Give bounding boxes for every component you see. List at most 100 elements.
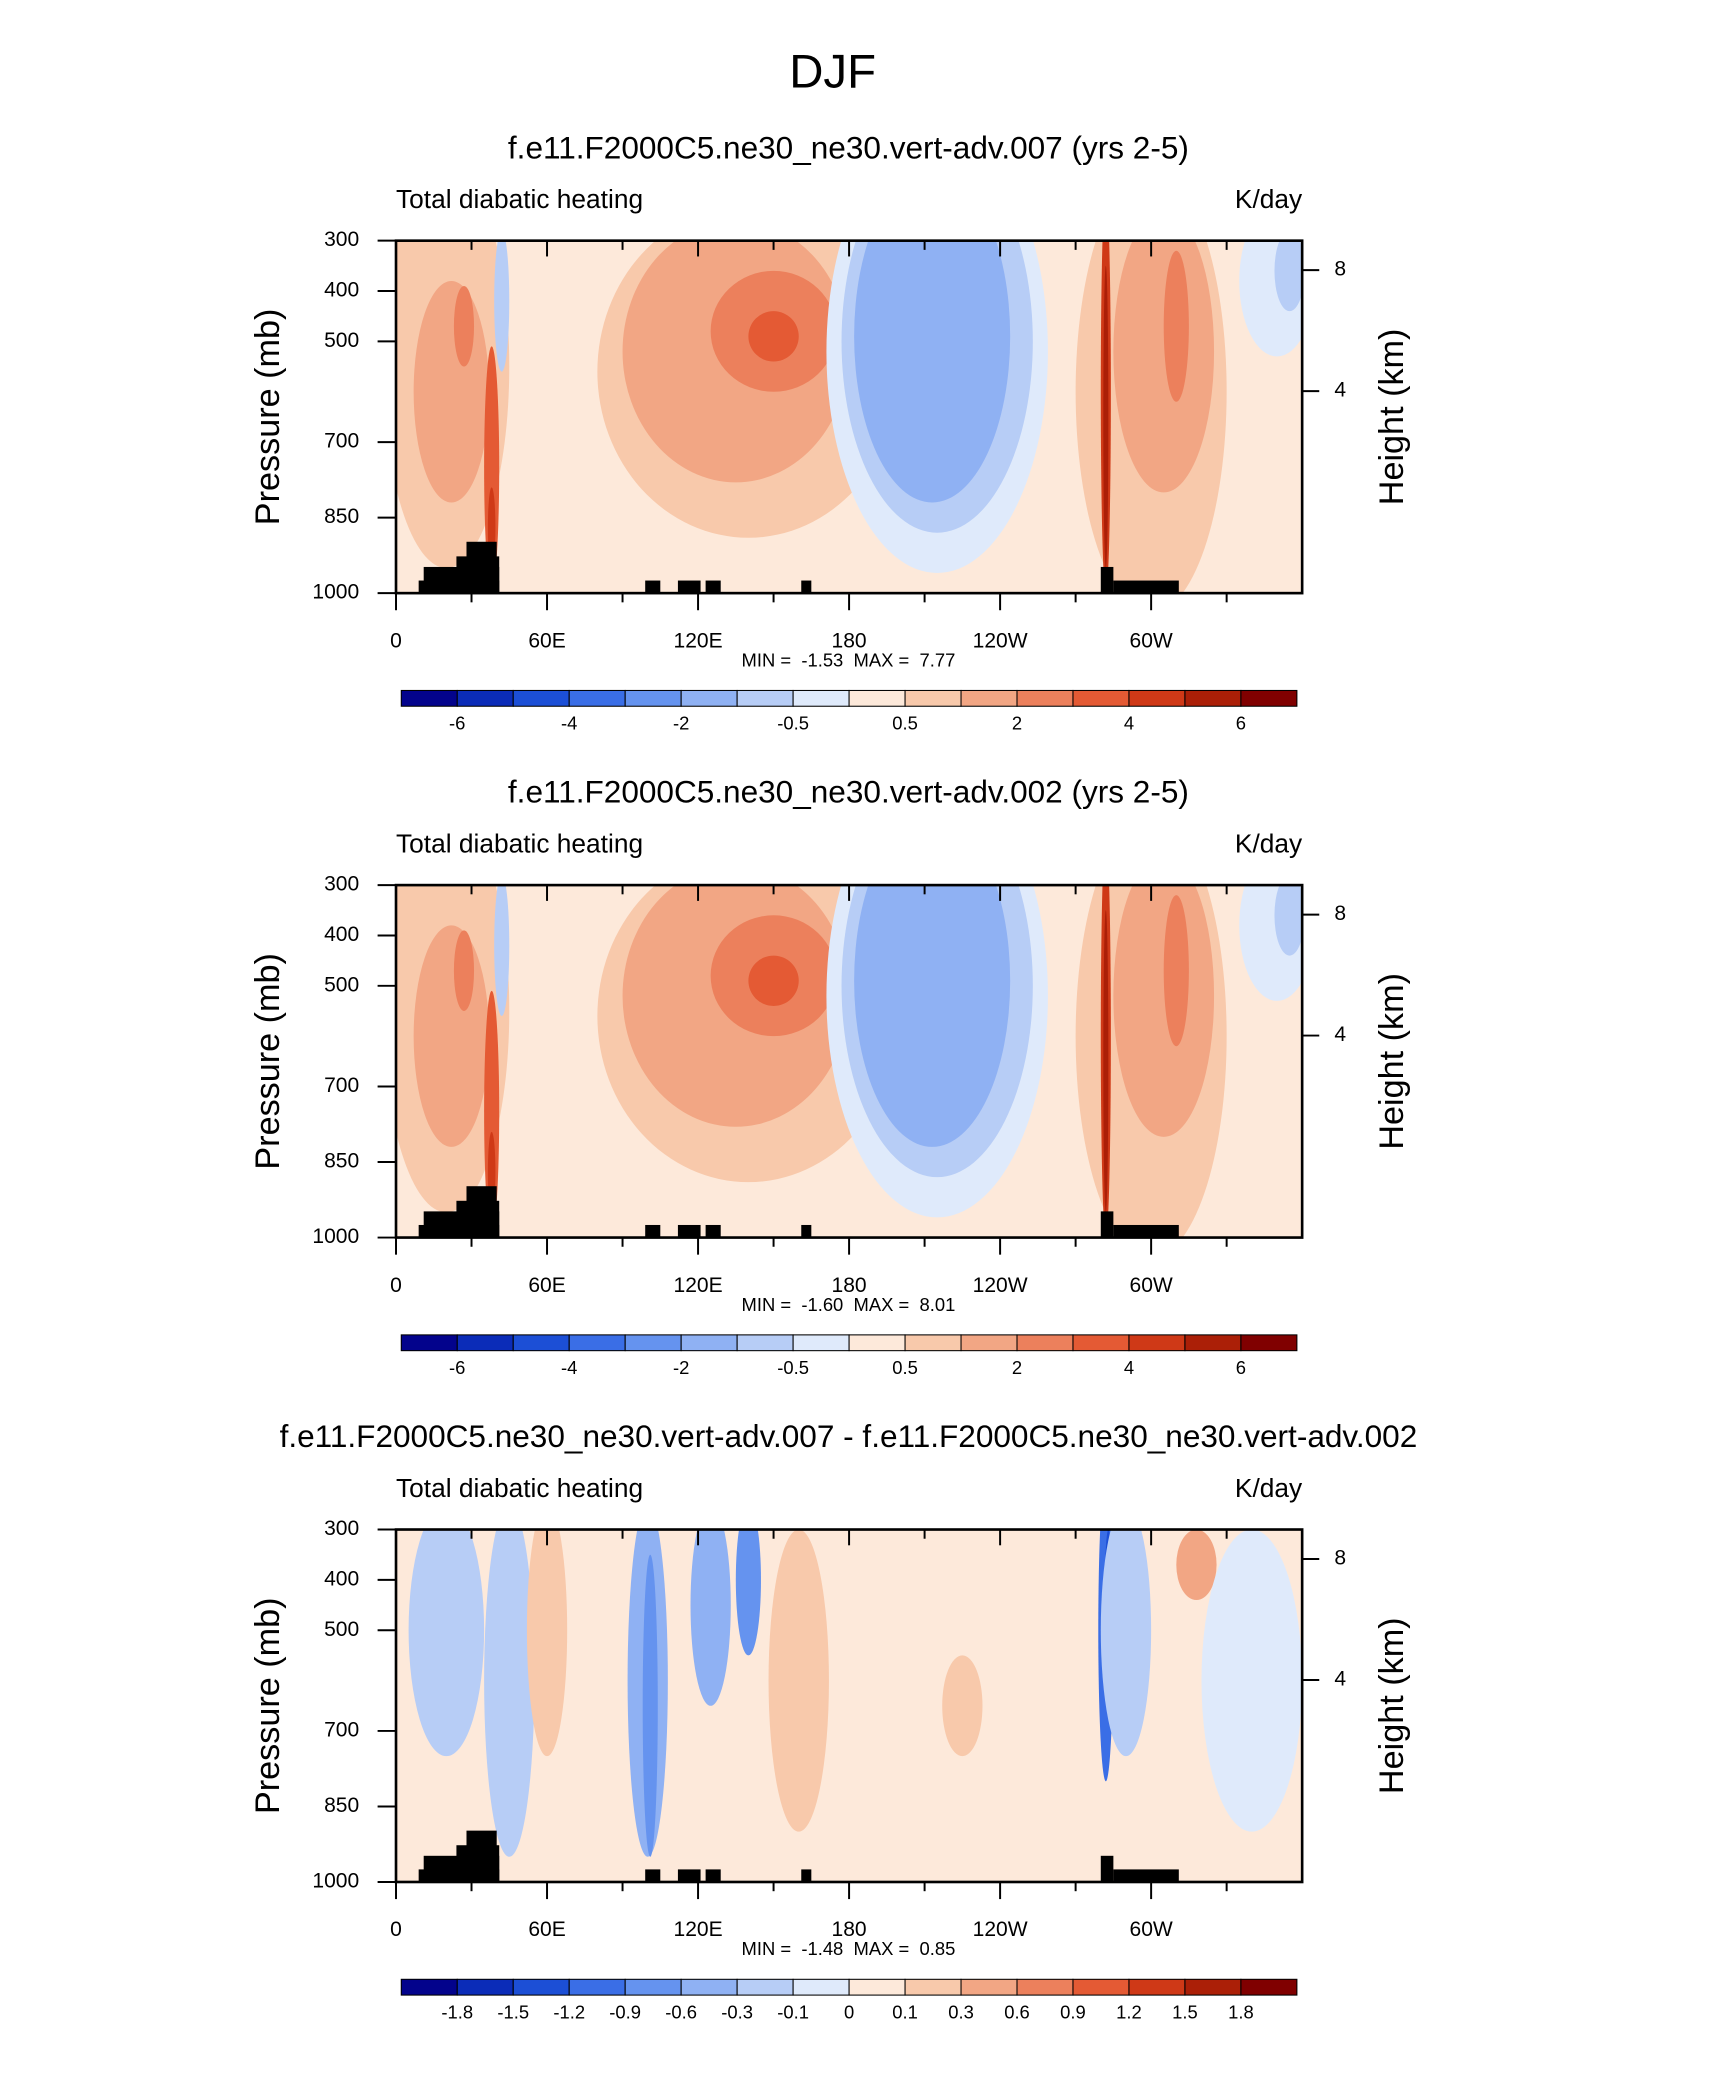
x-tick-label: 180 [832,1918,867,1941]
topography [466,1830,497,1882]
topography [677,1224,701,1238]
stats-label: MIN = -1.60 MAX = 8.01 [742,1294,956,1315]
y2-tick-label: 8 [1334,1547,1346,1570]
colorbar-label: -2 [673,1357,689,1378]
colorbar-label: -4 [561,1357,577,1378]
contour-region [408,1529,485,1757]
panel: f.e11.F2000C5.ne30_ne30.vert-adv.002 (yr… [249,774,1411,1378]
y-tick-label: 850 [324,1794,359,1817]
colorbar-box [960,1334,1018,1352]
colorbar-label: 2 [1012,713,1022,734]
contour-region [453,930,475,1011]
colorbar-box [1128,689,1186,707]
contour-region [854,885,1011,1147]
topography [466,541,497,594]
contour-region [642,1554,658,1857]
colorbar-box [736,689,794,707]
contour-region [494,885,510,1016]
topography [801,580,812,594]
contour-region [413,925,490,1147]
contour-region [453,285,475,367]
colorbar-box [904,1978,962,1996]
x-tick-label: 120W [973,1918,1028,1941]
colorbar-box [792,1334,850,1352]
contour-region [1103,265,1109,568]
colorbar-box [1184,1334,1242,1352]
colorbar-box [904,689,962,707]
contour-region [942,1655,983,1757]
colorbar-label: 0.9 [1060,2001,1086,2022]
x-tick-label: 120E [673,1918,722,1941]
contour-region [768,1529,829,1832]
colorbar-label: -1.5 [497,2001,529,2022]
colorbar-box [400,1334,458,1352]
right-title: K/day [1235,1473,1303,1503]
panel-title: f.e11.F2000C5.ne30_ne30.vert-adv.002 (yr… [508,774,1189,810]
x-tick-label: 60W [1130,629,1173,652]
panel: f.e11.F2000C5.ne30_ne30.vert-adv.007 (yr… [249,129,1411,733]
colorbar-box [624,1978,682,1996]
colorbar-label: 1.5 [1172,2001,1198,2022]
contour-region [748,955,799,1006]
x-tick-label: 120E [673,1274,722,1297]
colorbar-label: -2 [673,713,689,734]
y-tick-label: 500 [324,1618,359,1641]
colorbar-box [624,1334,682,1352]
colorbar-box [568,1334,626,1352]
y-axis-label: Pressure (mb) [249,1597,287,1814]
contour-region [494,240,510,372]
x-tick-label: 120E [673,629,722,652]
topography [1113,1869,1179,1882]
topography [677,1869,701,1882]
topography [1100,1211,1114,1238]
colorbar-box [568,1978,626,1996]
colorbar-label: 2 [1012,1357,1022,1378]
colorbar-label: 1.8 [1228,2001,1254,2022]
panel-title: f.e11.F2000C5.ne30_ne30.vert-adv.007 - f… [280,1418,1418,1454]
contour-region [1201,1529,1303,1832]
colorbar-label: -4 [561,713,577,734]
colorbar-box [1016,1334,1074,1352]
y2-tick-label: 4 [1334,379,1346,402]
colorbar-label: 0 [844,2001,854,2022]
topography [1113,1224,1179,1238]
topography [705,1224,721,1238]
x-tick-label: 0 [390,629,402,652]
colorbar-box [960,1978,1018,1996]
topography [645,1224,661,1238]
colorbar-label: -6 [449,1357,465,1378]
x-tick-label: 60W [1130,1918,1173,1941]
contour-region [1113,885,1215,1137]
stats-label: MIN = -1.53 MAX = 7.77 [742,649,956,670]
x-tick-label: 180 [832,1274,867,1297]
y2-axis-label: Height (km) [1373,973,1411,1150]
colorbar-box [1240,689,1298,707]
colorbar-box [1016,689,1074,707]
colorbar-box [848,689,906,707]
topography [645,1869,661,1882]
y-axis-label: Pressure (mb) [249,953,287,1170]
topography [801,1224,812,1238]
colorbar-box [960,689,1018,707]
y2-axis-label: Height (km) [1373,329,1411,506]
y2-tick-label: 8 [1334,258,1346,281]
colorbar-box [1072,689,1130,707]
colorbar-box [512,1334,570,1352]
x-tick-label: 60E [528,1918,565,1941]
colorbar-box [456,689,514,707]
colorbar-box [1184,1978,1242,1996]
contour-region [1163,895,1189,1047]
colorbar-label: 6 [1236,713,1246,734]
y-tick-label: 1000 [312,1870,359,1893]
y-tick-label: 700 [324,1074,359,1097]
panel: f.e11.F2000C5.ne30_ne30.vert-adv.007 - f… [249,1418,1417,2022]
y-tick-label: 500 [324,329,359,352]
colorbar-box [680,689,738,707]
colorbar-label: 1.2 [1116,2001,1142,2022]
colorbar-box [792,689,850,707]
colorbar-label: -0.3 [721,2001,753,2022]
colorbar-box [512,1978,570,1996]
y-tick-label: 500 [324,973,359,996]
colorbar-label: 0.1 [892,2001,918,2022]
